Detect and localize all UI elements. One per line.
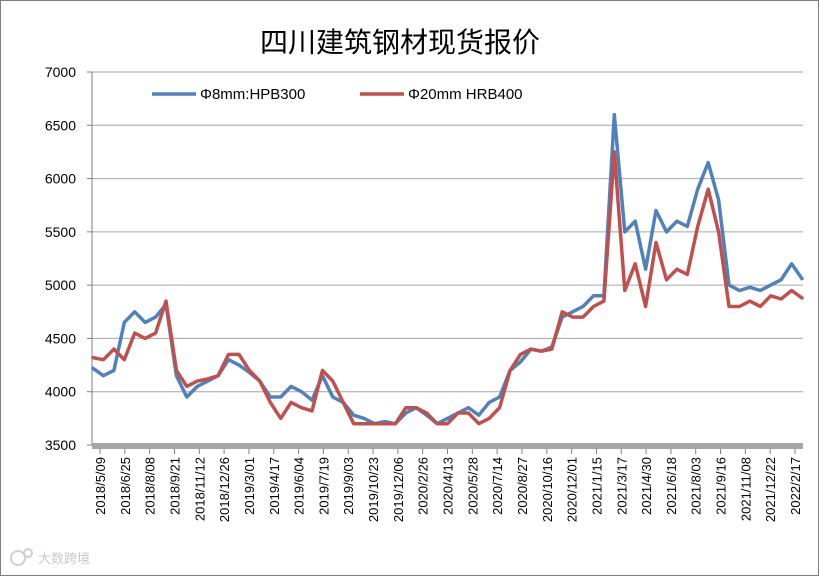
watermark-text: 大数跨境 — [38, 552, 90, 567]
x-tick-label: 2021/6/18 — [664, 457, 679, 515]
x-tick-label: 2021/12/22 — [763, 457, 778, 522]
y-tick-label: 6000 — [45, 171, 76, 187]
x-tick-label: 2020/10/16 — [540, 457, 555, 522]
x-tick-label: 2022/2/17 — [788, 457, 803, 515]
watermark: 大数跨境 — [10, 548, 90, 567]
x-tick-label: 2021/11/08 — [738, 457, 753, 521]
x-tick-label: 2020/4/13 — [441, 457, 456, 515]
x-tick-label: 2019/4/17 — [267, 457, 282, 515]
x-tick-label: 2020/8/27 — [515, 457, 530, 515]
x-tick-label: 2021/9/16 — [714, 457, 729, 515]
y-axis-ticks: 3500 4000 4500 5000 5500 6000 6500 7000 — [45, 64, 92, 453]
legend-label-1: Φ8mm:HPB300 — [200, 86, 305, 103]
x-tick-label: 2019/6/04 — [292, 457, 307, 515]
x-tick-label: 2019/10/23 — [366, 457, 381, 522]
gridlines — [92, 71, 803, 393]
x-axis-ticks: 2018/5/09 2018/6/25 2018/8/08 2018/9/21 2018… — [93, 449, 803, 522]
y-tick-label: 5000 — [45, 277, 76, 293]
x-tick-label: 2020/12/01 — [565, 457, 580, 522]
watermark-logo-icon — [10, 548, 33, 566]
x-axis-band — [92, 443, 803, 449]
y-tick-label: 4500 — [45, 330, 76, 346]
y-tick-label: 7000 — [45, 64, 76, 80]
x-tick-label: 2021/3/17 — [614, 457, 629, 515]
x-tick-label: 2019/12/06 — [391, 457, 406, 522]
x-tick-label: 2018/6/25 — [118, 457, 133, 515]
chart-title: 四川建筑钢材现货报价 — [260, 26, 540, 59]
x-tick-label: 2020/7/14 — [490, 457, 505, 515]
legend-label-2: Φ20mm HRB400 — [408, 86, 523, 103]
series-line-2 — [91, 150, 804, 426]
y-tick-label: 6500 — [45, 117, 76, 133]
x-tick-label: 2020/5/28 — [465, 457, 480, 515]
axes — [91, 72, 803, 449]
x-tick-label: 2021/1/15 — [589, 457, 604, 515]
y-tick-label: 3500 — [45, 437, 76, 453]
x-tick-label: 2021/4/30 — [639, 457, 654, 515]
x-tick-label: 2018/5/09 — [93, 457, 108, 515]
x-tick-label: 2019/7/19 — [316, 457, 331, 515]
x-tick-label: 2018/8/08 — [143, 457, 158, 515]
x-tick-label: 2018/12/26 — [217, 457, 232, 522]
x-tick-label: 2019/9/03 — [341, 457, 356, 515]
x-tick-label: 2018/11/12 — [192, 457, 207, 521]
x-tick-label: 2020/2/26 — [416, 457, 431, 515]
y-tick-label: 4000 — [45, 384, 76, 400]
x-tick-label: 2021/8/03 — [689, 457, 704, 515]
x-tick-label: 2019/3/01 — [242, 457, 257, 515]
x-tick-label: 2018/9/21 — [167, 457, 182, 515]
legend: Φ8mm:HPB300 Φ20mm HRB400 — [152, 86, 523, 103]
y-tick-label: 5500 — [45, 224, 76, 240]
series-lines — [91, 112, 804, 426]
